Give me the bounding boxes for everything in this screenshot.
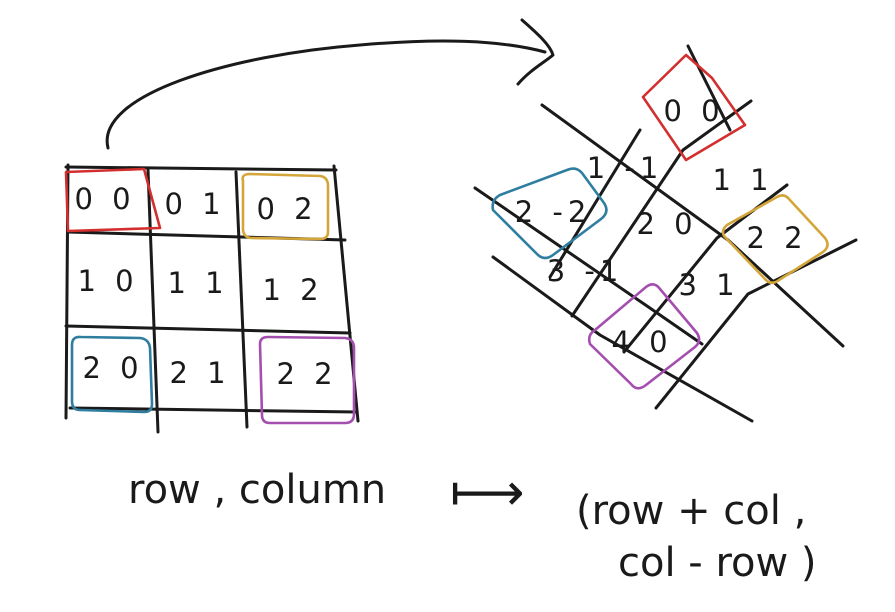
mapping-formula: row , column ⟼ (row + col , col - row ): [128, 463, 817, 586]
rotated-cell-right: 2 2: [746, 221, 807, 255]
formula-rhs-line1: (row + col ,: [576, 488, 806, 534]
rotated-cell-lower-right: 3 1: [678, 268, 739, 302]
rotated-cell-top: 0 0: [663, 94, 724, 128]
source-cell-1-1: 1 1: [167, 266, 228, 300]
source-cell-1-2: 1 2: [262, 273, 323, 307]
source-cell-2-0: 2 0: [82, 351, 143, 385]
source-grid: 0 0 0 1 0 2 1 0 1 1 1 2 2 0 2 1 2 2: [64, 163, 360, 434]
highlight-blue-box: [70, 335, 154, 414]
rotated-highlight-blue-box: [491, 167, 608, 260]
source-cell-1-0: 1 0: [77, 264, 138, 298]
source-cell-2-1: 2 1: [169, 356, 230, 390]
rotated-highlight-red-box: [641, 53, 747, 162]
source-cell-2-2: 2 2: [276, 357, 337, 391]
rotated-cell-bottom: 4 0: [611, 325, 672, 359]
source-cell-0-2: 0 2: [256, 192, 317, 226]
rotated-highlight-purple-box: [587, 283, 701, 390]
rotated-cell-lower-left: 3 -1: [547, 254, 624, 288]
rotated-cell-upper-left: 1 -1: [587, 151, 664, 185]
highlight-orange-box: [241, 172, 330, 241]
source-cell-0-1: 0 1: [164, 187, 225, 221]
rotated-cell-left: 2 -2: [515, 195, 592, 229]
highlight-purple-box: [258, 335, 356, 425]
rotated-cell-center: 2 0: [636, 207, 697, 241]
formula-lhs: row , column: [128, 467, 386, 513]
rotated-highlight-orange-box: [721, 194, 829, 285]
curved-arrow: [105, 18, 555, 150]
formula-rhs-line2: col - row ): [618, 540, 817, 586]
source-cell-0-0: 0 0: [74, 182, 135, 216]
rotated-grid: 0 0 1 -1 1 1 2 -2 2 0 2 2 3 -1 3 1 4 0: [473, 44, 858, 423]
highlight-red-box: [64, 167, 162, 233]
rotated-cell-upper-right: 1 1: [712, 163, 773, 197]
formula-arrow: ⟼: [450, 463, 525, 523]
